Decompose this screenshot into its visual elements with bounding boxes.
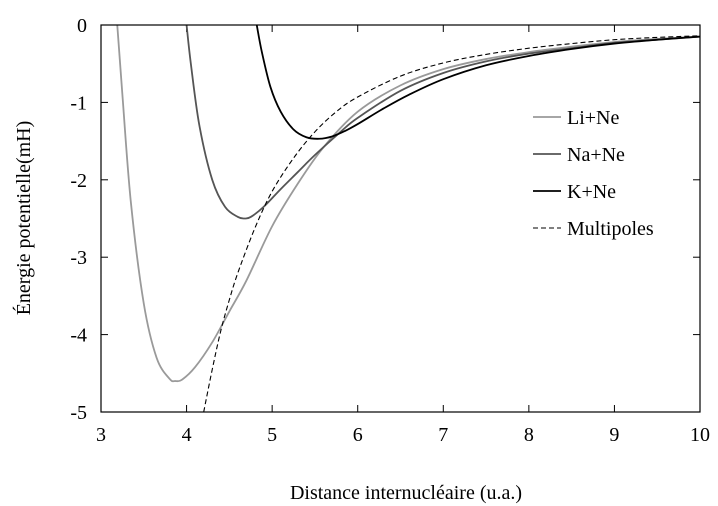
y-tick-label: -5	[70, 402, 87, 424]
y-axis-label: Énergie potentielle(mH)	[12, 121, 35, 316]
x-tick-label: 7	[438, 424, 448, 446]
ticks-layer: 3 4 5 6 7 8 9 10 0 -1 -2 -3 -4 -5	[70, 15, 710, 446]
series-line-k-ne	[255, 25, 700, 140]
series-line-na-ne	[185, 25, 700, 220]
x-tick-label: 6	[353, 424, 363, 446]
plot-frame	[100, 24, 701, 413]
y-tick-label: -3	[70, 247, 87, 269]
y-tick-label: -4	[70, 325, 87, 347]
x-tick-label: 10	[690, 424, 710, 446]
x-tick-label: 9	[609, 424, 619, 446]
legend: Li+Ne Na+Ne K+Ne Multipoles	[533, 107, 654, 240]
y-tick-label: -1	[70, 92, 87, 114]
x-tick-label: 4	[182, 424, 192, 446]
x-axis-label: Distance internucléaire (u.a.)	[290, 482, 522, 504]
x-tick-label: 3	[96, 424, 106, 446]
series-layer	[116, 25, 700, 412]
legend-label: Na+Ne	[567, 144, 625, 166]
legend-label: K+Ne	[567, 181, 616, 203]
series-line-li-ne	[116, 25, 700, 383]
x-tick-label: 5	[267, 424, 277, 446]
legend-label: Multipoles	[567, 218, 654, 240]
legend-label: Li+Ne	[567, 107, 619, 129]
series-line-multipoles	[203, 35, 700, 412]
y-tick-label: 0	[77, 15, 87, 37]
y-tick-label: -2	[70, 170, 87, 192]
x-tick-label: 8	[524, 424, 534, 446]
